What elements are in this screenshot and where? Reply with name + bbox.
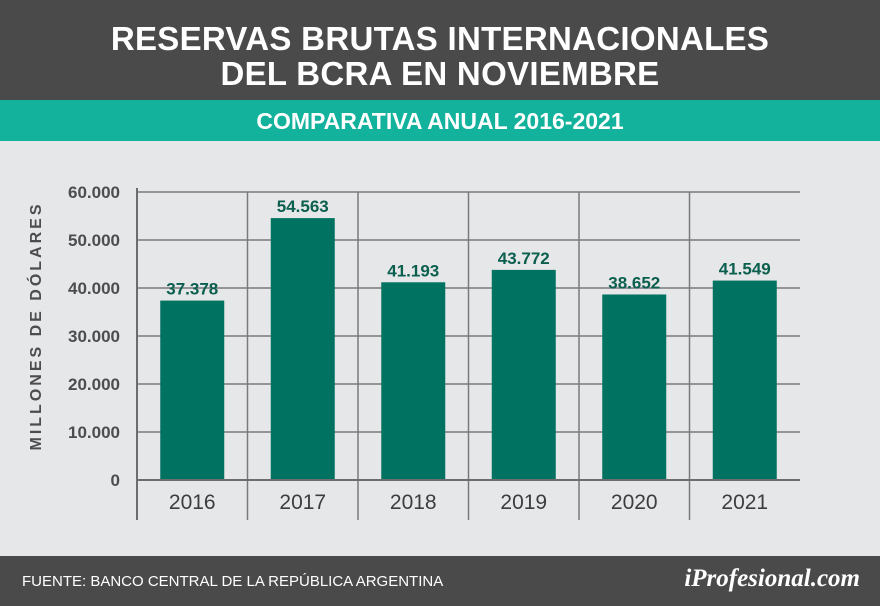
column-separators: [246, 192, 691, 520]
data-label: 38.652: [608, 273, 660, 292]
bar-2018: [381, 282, 446, 480]
y-tick-label: 30.000: [68, 327, 120, 346]
bar-2020: [602, 294, 667, 480]
data-label: 37.378: [166, 280, 218, 299]
bar-2021: [712, 280, 777, 480]
bar-2019: [491, 269, 556, 480]
x-tick-label: 2020: [611, 491, 658, 514]
labels: 0 10.000 20.000 30.000 40.000 50.000 60.000 37.…: [68, 183, 771, 514]
x-tick-label: 2017: [279, 491, 326, 514]
data-label: 43.772: [498, 249, 550, 268]
source-note: FUENTE: BANCO CENTRAL DE LA REPÚBLICA AR…: [22, 573, 444, 590]
axes: [136, 188, 800, 520]
y-tick-label: 50.000: [68, 231, 120, 250]
bar-chart: 0 10.000 20.000 30.000 40.000 50.000 60.000 37.…: [26, 183, 800, 520]
x-tick-label: 2019: [500, 491, 547, 514]
brand-logo: iProfesional.com: [684, 565, 860, 592]
bar-2016: [160, 300, 225, 480]
x-tick-label: 2018: [390, 491, 437, 514]
y-tick-label: 40.000: [68, 279, 120, 298]
data-label: 41.549: [719, 260, 771, 279]
y-tick-label: 20.000: [68, 375, 120, 394]
y-tick-label: 60.000: [68, 183, 120, 202]
y-tick-label: 10.000: [68, 423, 120, 442]
bar-2017: [270, 218, 335, 480]
x-tick-label: 2021: [721, 491, 768, 514]
y-axis-label: MILLONES DE DÓLARES: [26, 201, 45, 450]
subtitle-band: COMPARATIVA ANUAL 2016-2021: [0, 100, 880, 141]
data-label: 54.563: [277, 197, 329, 216]
subtitle: COMPARATIVA ANUAL 2016-2021: [256, 108, 624, 134]
y-tick-label: 0: [111, 471, 120, 490]
title-line-1: RESERVAS BRUTAS INTERNACIONALES: [110, 20, 770, 57]
x-tick-label: 2016: [169, 491, 216, 514]
title-line-2: DEL BCRA EN NOVIEMBRE: [220, 55, 660, 92]
bars: [160, 218, 777, 480]
header-band: RESERVAS BRUTAS INTERNACIONALES DEL BCRA…: [0, 0, 880, 100]
data-label: 41.193: [387, 261, 439, 280]
footer-band: FUENTE: BANCO CENTRAL DE LA REPÚBLICA AR…: [0, 556, 880, 606]
